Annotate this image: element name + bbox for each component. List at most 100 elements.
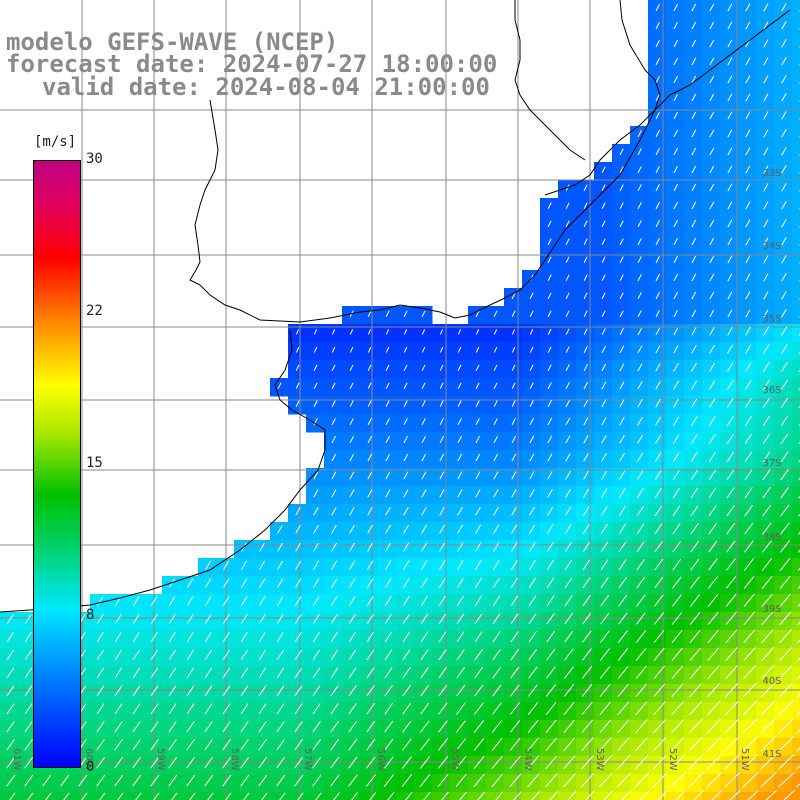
longitude-label: 56W xyxy=(375,748,386,771)
wind-arrow xyxy=(546,524,554,534)
wind-speed-cell xyxy=(288,792,307,800)
wind-arrow xyxy=(384,649,393,661)
wind-arrow xyxy=(563,755,576,770)
wind-arrow xyxy=(385,453,391,462)
wind-arrow xyxy=(583,274,588,281)
wind-arrow xyxy=(673,21,678,30)
wind-arrow xyxy=(367,542,374,552)
wind-speed-cell xyxy=(792,486,800,505)
wind-arrow xyxy=(617,648,629,661)
wind-arrow xyxy=(672,469,680,480)
wind-arrow xyxy=(781,309,787,318)
wind-arrow xyxy=(709,147,715,156)
wind-arrow xyxy=(132,667,141,679)
wind-arrow xyxy=(781,57,787,66)
wind-arrow xyxy=(671,612,683,625)
wind-arrow xyxy=(743,593,755,607)
wind-arrow xyxy=(690,505,699,517)
wind-arrow xyxy=(331,489,337,498)
wind-arrow xyxy=(780,344,788,354)
wind-arrow xyxy=(349,435,354,444)
wind-arrow xyxy=(475,400,480,408)
wind-arrow xyxy=(689,700,703,716)
wind-arrow xyxy=(367,453,373,462)
latitude-label: 36S xyxy=(762,385,781,396)
wind-arrow xyxy=(724,772,741,788)
wind-arrow xyxy=(780,433,789,445)
wind-arrow xyxy=(439,453,445,462)
wind-arrow xyxy=(510,577,518,589)
wind-arrow xyxy=(457,400,462,408)
wind-arrow xyxy=(403,329,408,335)
wind-arrow xyxy=(439,418,444,426)
wind-speed-cell xyxy=(396,792,415,800)
wind-arrow xyxy=(168,685,177,697)
wind-arrow xyxy=(312,703,321,715)
wind-arrow xyxy=(313,578,320,588)
wind-arrow xyxy=(330,720,339,733)
wind-arrow xyxy=(348,774,358,787)
wind-arrow xyxy=(294,774,304,787)
wind-arrow xyxy=(150,756,160,769)
wind-arrow xyxy=(437,755,449,769)
wind-arrow xyxy=(655,40,660,48)
wind-arrow xyxy=(475,542,482,552)
latitude-label: 33S xyxy=(762,168,781,179)
wind-arrow xyxy=(618,488,626,498)
wind-arrow xyxy=(635,719,648,734)
wind-arrow xyxy=(564,541,572,553)
wind-arrow xyxy=(405,791,413,800)
longitude-label: 55W xyxy=(449,748,460,771)
wind-arrow xyxy=(673,93,678,102)
wind-arrow xyxy=(762,469,771,481)
wind-arrow xyxy=(457,542,464,552)
wind-arrow xyxy=(653,612,664,625)
wind-arrow xyxy=(547,364,552,371)
wind-arrow xyxy=(439,400,444,408)
wind-arrow xyxy=(675,790,686,800)
wind-arrow xyxy=(673,398,680,408)
wind-arrow xyxy=(725,593,737,607)
wind-speed-cell xyxy=(504,792,523,800)
wind-arrow xyxy=(745,111,751,120)
wind-arrow xyxy=(600,559,609,571)
wind-arrow xyxy=(744,522,754,535)
wind-arrow xyxy=(585,790,595,800)
wind-arrow xyxy=(547,310,552,317)
wind-arrow xyxy=(637,363,643,372)
wind-arrow xyxy=(493,400,498,408)
wind-arrow xyxy=(528,559,536,570)
wind-arrow xyxy=(599,772,613,788)
colorbar-tick: 15 xyxy=(86,455,103,471)
wind-arrow xyxy=(709,75,715,84)
wind-arrow xyxy=(745,326,751,336)
wind-arrow xyxy=(24,703,33,715)
wind-arrow xyxy=(295,329,300,335)
wind-speed-cell xyxy=(792,522,800,541)
wind-arrow xyxy=(493,506,499,516)
wind-arrow xyxy=(742,682,757,698)
wind-arrow xyxy=(366,685,375,697)
wind-arrow xyxy=(709,291,715,300)
wind-arrow xyxy=(81,792,88,800)
wind-arrow xyxy=(673,39,678,48)
wind-speed-cell xyxy=(792,378,800,397)
wind-arrow xyxy=(690,434,698,444)
wind-speed-cell xyxy=(792,630,800,649)
wind-speed-cell xyxy=(792,108,800,127)
wind-arrow xyxy=(636,612,646,625)
colorbar-tick: 22 xyxy=(86,303,103,319)
wind-arrow xyxy=(655,452,662,462)
wind-speed-cell xyxy=(792,252,800,271)
wind-arrow xyxy=(258,614,266,624)
wind-arrow xyxy=(276,614,284,624)
wind-arrow xyxy=(529,364,534,371)
wind-arrow xyxy=(96,738,105,751)
colorbar xyxy=(33,160,81,768)
wind-arrow xyxy=(456,720,466,733)
wind-arrow xyxy=(349,382,354,389)
wind-arrow xyxy=(779,646,793,662)
wind-arrow xyxy=(186,774,196,787)
wind-arrow xyxy=(491,720,503,733)
wind-arrow xyxy=(511,524,518,534)
